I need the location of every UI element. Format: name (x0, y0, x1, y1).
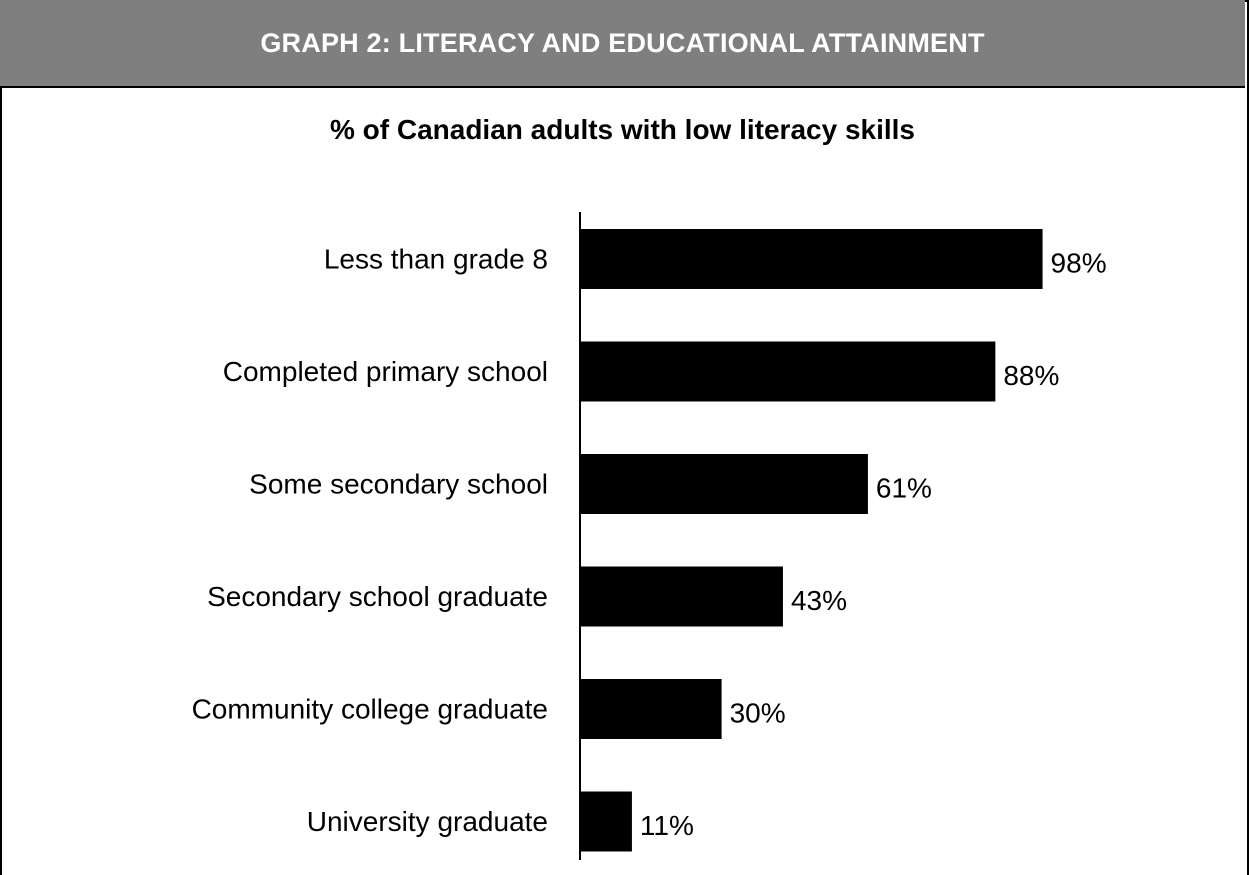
graph-header: GRAPH 2: LITERACY AND EDUCATIONAL ATTAIN… (0, 0, 1245, 88)
bar (580, 566, 783, 627)
chart-title: % of Canadian adults with low literacy s… (329, 114, 916, 145)
category-label: Completed primary school (223, 356, 548, 387)
category-label: University graduate (307, 806, 548, 837)
bar (580, 229, 1043, 289)
bar (580, 341, 996, 402)
category-label: Some secondary school (249, 469, 548, 500)
bars-group: Less than grade 8 98% Completed primary sc… (192, 229, 1107, 852)
data-label: 43% (791, 585, 847, 616)
data-label: 88% (1003, 360, 1059, 391)
data-label: 98% (1051, 248, 1107, 279)
bar (580, 679, 722, 739)
category-label: Community college graduate (192, 694, 548, 725)
category-label: Secondary school graduate (207, 581, 548, 612)
data-label: 11% (640, 810, 694, 841)
bar (580, 454, 868, 514)
data-label: 30% (730, 698, 786, 729)
bar (580, 791, 632, 852)
data-label: 61% (876, 473, 932, 504)
graph-header-title: GRAPH 2: LITERACY AND EDUCATIONAL ATTAIN… (260, 27, 985, 58)
category-label: Less than grade 8 (324, 244, 548, 275)
